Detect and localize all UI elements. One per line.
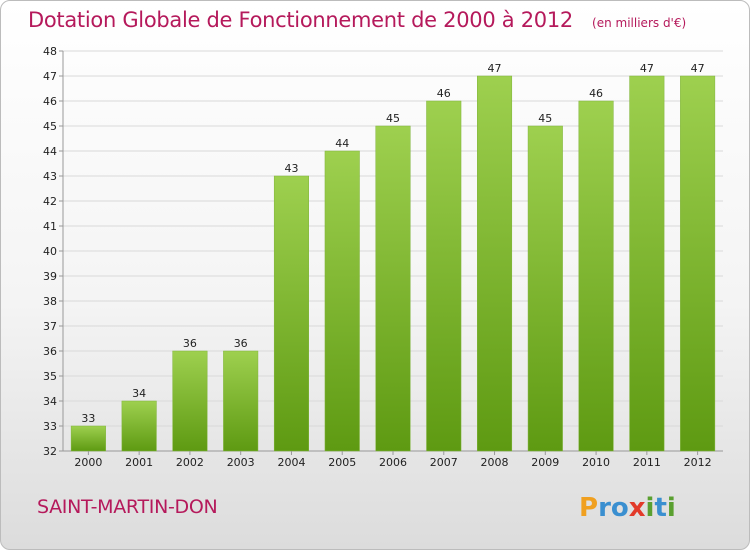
x-tick-label: 2012 [684,456,712,469]
data-label: 47 [488,62,502,75]
y-tick-label: 42 [43,195,57,208]
bar-2001 [121,400,157,452]
bar-2004 [273,175,309,452]
y-tick-labels: 32 33 34 35 36 37 38 39 40 41 42 43 44 45 46 47 48 [43,45,57,458]
data-label: 33 [81,412,95,425]
svg-text:Proxiti: Proxiti [579,493,676,523]
bar-2005 [324,150,360,452]
data-label: 46 [437,87,451,100]
y-tick-label: 38 [43,295,57,308]
y-tick-label: 37 [43,320,57,333]
bar-2012 [680,75,716,452]
data-label: 36 [234,337,248,350]
bar-2002 [172,350,208,452]
bar-2011 [629,75,665,452]
x-tick-label: 2000 [74,456,102,469]
data-label: 36 [183,337,197,350]
x-tick-label: 2003 [227,456,255,469]
y-tick-label: 39 [43,270,57,283]
bar-2009 [527,125,563,452]
data-label: 47 [640,62,654,75]
x-tick-label: 2011 [633,456,661,469]
bar-2008 [477,75,513,452]
x-tick-label: 2010 [582,456,610,469]
data-label: 43 [284,162,298,175]
data-label: 47 [691,62,705,75]
y-tick-label: 47 [43,70,57,83]
data-label: 46 [589,87,603,100]
y-tick-label: 48 [43,45,57,58]
x-tick-label: 2007 [430,456,458,469]
y-tick-label: 40 [43,245,57,258]
data-label: 34 [132,387,146,400]
bar-2007 [426,100,462,452]
x-tick-label: 2008 [481,456,509,469]
x-tick-label: 2009 [531,456,559,469]
chart-subtitle: (en milliers d'€) [592,16,687,30]
data-labels: 33 34 36 36 43 44 45 46 47 45 46 47 47 [81,62,704,425]
y-tick-label: 41 [43,220,57,233]
bar-2010 [578,100,614,452]
y-tick-label: 44 [43,145,57,158]
title-row: Dotation Globale de Fonctionnement de 20… [28,8,686,32]
y-tick-label: 45 [43,120,57,133]
bar-2006 [375,125,411,452]
x-tick-label: 2004 [277,456,305,469]
y-tick-label: 34 [43,395,57,408]
data-label: 45 [538,112,552,125]
data-label: 45 [386,112,400,125]
commune-name: SAINT-MARTIN-DON [37,496,218,518]
x-tick-label: 2002 [176,456,204,469]
bar-2003 [223,350,259,452]
data-label: 44 [335,137,349,150]
x-tick-label: 2006 [379,456,407,469]
y-tick-label: 35 [43,370,57,383]
chart-title: Dotation Globale de Fonctionnement de 20… [28,8,573,32]
bars [70,75,716,452]
y-tick-label: 32 [43,445,57,458]
y-tick-label: 43 [43,170,57,183]
y-tick-label: 46 [43,95,57,108]
x-tick-label: 2005 [328,456,356,469]
y-tick-label: 36 [43,345,57,358]
y-tick-label: 33 [43,420,57,433]
proxiti-logo: Proxiti [579,493,676,523]
bar-2000 [70,425,106,452]
x-tick-labels: 2000 2001 2002 2003 2004 2005 2006 2007 2008 2009… [74,451,712,469]
x-tick-label: 2001 [125,456,153,469]
